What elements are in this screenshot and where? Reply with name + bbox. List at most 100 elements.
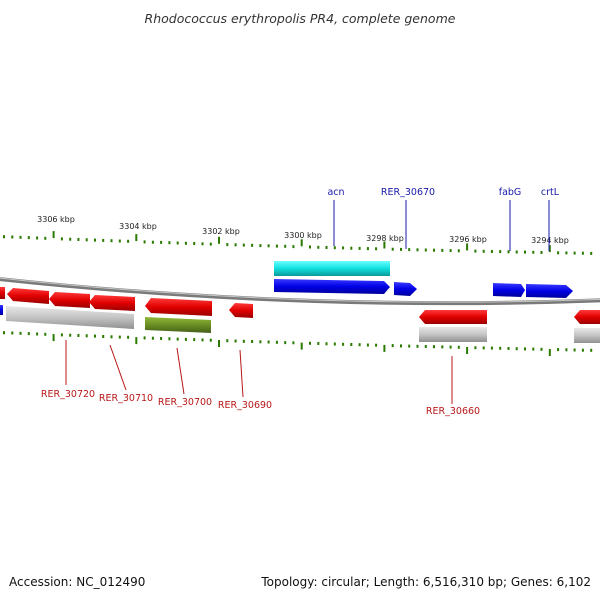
outer-minor-tick <box>400 247 402 251</box>
scale-label-3296: 3296 kbp <box>449 235 487 244</box>
inner-minor-tick <box>565 348 568 352</box>
inner-minor-tick <box>201 338 204 342</box>
outer-minor-tick <box>242 243 245 247</box>
inner-minor-tick <box>499 346 502 350</box>
outer-minor-tick <box>590 251 593 255</box>
gene-grey-rer-30660[interactable] <box>419 327 487 342</box>
inner-scale-ticks <box>3 331 593 356</box>
inner-minor-tick <box>36 332 39 336</box>
inner-minor-tick <box>143 336 146 340</box>
outer-major-tick <box>52 231 55 239</box>
gene-label-rer-30710[interactable]: RER_30710 <box>99 393 153 404</box>
outer-minor-tick <box>226 243 229 247</box>
outer-minor-tick <box>168 241 171 245</box>
outer-minor-tick <box>267 244 270 248</box>
inner-minor-tick <box>581 348 584 352</box>
rna-feature-acn[interactable] <box>274 261 390 276</box>
cds-rer-30710[interactable] <box>89 295 135 311</box>
inner-minor-tick <box>85 334 88 338</box>
outer-minor-tick <box>284 244 287 248</box>
cds-left-edge-blue[interactable] <box>0 305 3 315</box>
inner-minor-tick <box>515 347 518 351</box>
outer-minor-tick <box>110 239 113 243</box>
cds-rer-30690[interactable] <box>229 303 253 318</box>
outer-minor-tick <box>77 238 80 241</box>
outer-minor-tick <box>259 244 262 248</box>
cds-rer-30670[interactable] <box>394 282 417 296</box>
outer-minor-tick <box>275 244 278 248</box>
inner-minor-tick <box>441 345 444 349</box>
inner-major-tick <box>218 340 220 347</box>
outer-minor-tick <box>449 249 452 253</box>
gene-label-rer-30720[interactable]: RER_30720 <box>41 389 95 400</box>
cds-right-edge[interactable] <box>574 310 600 324</box>
inner-minor-tick <box>490 346 493 350</box>
inner-major-tick <box>52 334 55 342</box>
map-title: Rhodococcus erythropolis PR4, complete g… <box>145 11 456 26</box>
inner-minor-tick <box>333 342 336 346</box>
inner-minor-tick <box>127 335 130 339</box>
inner-minor-tick <box>69 333 72 337</box>
cds-left-edge[interactable] <box>0 287 5 299</box>
cds-rer-30720[interactable] <box>49 292 90 308</box>
inner-minor-tick <box>11 331 14 335</box>
outer-minor-tick <box>515 250 518 254</box>
inner-major-tick <box>466 347 469 354</box>
inner-minor-tick <box>507 347 510 350</box>
inner-minor-tick <box>275 340 278 344</box>
gene-grey-right-edge[interactable] <box>574 328 600 343</box>
reverse-strand-features <box>0 287 600 343</box>
outer-minor-tick <box>366 247 369 251</box>
gene-olive-rer-30700[interactable] <box>145 317 211 333</box>
cds-rer-30660[interactable] <box>419 310 487 324</box>
gene-label-rer-30670[interactable]: RER_30670 <box>381 187 435 198</box>
inner-minor-tick <box>234 339 237 343</box>
outer-major-tick <box>300 239 303 247</box>
inner-minor-tick <box>408 344 411 348</box>
cds-rer-30730[interactable] <box>7 288 49 304</box>
outer-minor-tick <box>441 248 444 252</box>
inner-minor-tick <box>424 345 427 348</box>
outer-minor-tick <box>27 236 30 240</box>
outer-minor-tick <box>209 242 212 246</box>
outer-minor-tick <box>482 249 485 253</box>
inner-minor-tick <box>358 343 361 347</box>
inner-minor-tick <box>184 337 187 341</box>
gene-label-rer-30660[interactable]: RER_30660 <box>426 406 480 417</box>
leader-rer-30700 <box>176 347 185 395</box>
outer-minor-tick <box>333 246 336 250</box>
inner-minor-tick <box>176 337 179 341</box>
genome-backbone-highlight <box>0 277 600 303</box>
gene-label-rer-30700[interactable]: RER_30700 <box>158 397 212 408</box>
outer-minor-tick <box>433 248 435 252</box>
leader-rer-30690 <box>239 349 244 398</box>
outer-minor-tick <box>19 235 22 239</box>
cds-crtl[interactable] <box>526 284 573 298</box>
outer-minor-tick <box>118 239 121 243</box>
inner-minor-tick <box>259 340 262 344</box>
cds-acn[interactable] <box>274 279 390 294</box>
cds-fabg[interactable] <box>493 283 525 297</box>
outer-minor-tick <box>11 235 14 239</box>
gene-label-fabg[interactable]: fabG <box>499 187 522 198</box>
outer-minor-tick <box>234 243 237 247</box>
inner-minor-tick <box>267 340 270 344</box>
inner-minor-tick <box>416 344 419 348</box>
gene-label-acn[interactable]: acn <box>327 187 344 198</box>
outer-minor-tick <box>499 250 502 254</box>
inner-minor-tick <box>573 348 576 352</box>
outer-minor-tick <box>94 238 96 242</box>
outer-minor-tick <box>309 245 311 249</box>
gene-grey-rer-30720[interactable] <box>6 306 134 329</box>
inner-major-tick <box>135 337 138 345</box>
cds-rer-30700[interactable] <box>145 298 212 316</box>
outer-minor-tick <box>325 246 328 249</box>
outer-major-tick <box>218 236 220 244</box>
gene-label-crtl[interactable]: crtL <box>541 187 560 198</box>
gene-label-rer-30690[interactable]: RER_30690 <box>218 400 272 411</box>
inner-minor-tick <box>251 340 254 343</box>
outer-minor-tick <box>127 239 130 243</box>
inner-minor-tick <box>110 335 113 339</box>
inner-minor-tick <box>284 341 287 345</box>
